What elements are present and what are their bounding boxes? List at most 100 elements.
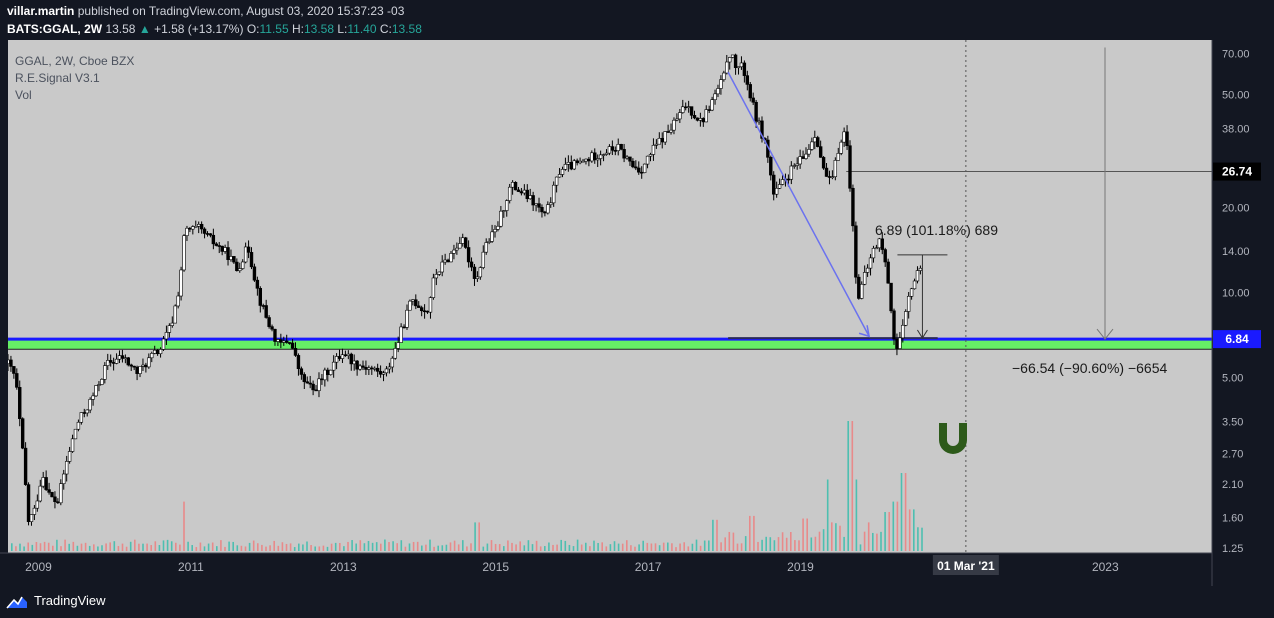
- volume-bar: [97, 546, 99, 551]
- candle-body: [370, 367, 374, 370]
- candle-body: [179, 269, 183, 297]
- candle-body: [463, 237, 468, 248]
- candle-body: [446, 259, 450, 263]
- volume-bar: [511, 542, 513, 551]
- volume-bar: [876, 533, 878, 551]
- candle-body: [287, 342, 292, 344]
- support-band: [8, 339, 1212, 350]
- candle-body: [901, 324, 905, 339]
- low-label: L:: [337, 22, 348, 36]
- candle-body: [349, 353, 353, 365]
- candle-body: [279, 339, 283, 343]
- volume-bar: [703, 540, 706, 551]
- candle-body: [792, 165, 796, 167]
- candle-body: [208, 233, 213, 236]
- volume-bar: [691, 543, 694, 551]
- candle-body: [543, 211, 547, 214]
- candle-body: [692, 115, 697, 119]
- volume-bar: [585, 542, 587, 551]
- volume-bar: [285, 543, 288, 551]
- candle-body: [97, 384, 101, 386]
- volume-bar: [806, 518, 808, 551]
- candle-body: [452, 249, 456, 254]
- candle-body: [129, 364, 133, 367]
- candle-body: [220, 245, 224, 252]
- price-tag-support: 6.84: [1213, 330, 1261, 349]
- candle-body: [331, 361, 336, 371]
- candle-body: [15, 373, 19, 388]
- volume-bar: [740, 543, 743, 551]
- volume-bar: [699, 545, 702, 551]
- candle-body: [461, 237, 465, 244]
- candle-body: [640, 171, 644, 174]
- volume-bar: [306, 541, 308, 551]
- volume-bar: [560, 539, 562, 551]
- volume-bar: [634, 546, 636, 551]
- legend-indicator-volume[interactable]: Vol: [15, 88, 32, 102]
- candle-body: [707, 109, 711, 111]
- candle-body: [414, 299, 418, 307]
- volume-bar: [826, 479, 829, 551]
- candle-body: [428, 297, 433, 313]
- candle-body: [728, 57, 732, 63]
- symbol-label[interactable]: BATS:GGAL, 2W: [7, 22, 103, 36]
- candle-body: [572, 160, 576, 170]
- volume-bar: [191, 545, 193, 551]
- volume-bar: [749, 515, 751, 551]
- volume-bar: [228, 541, 230, 551]
- volume-bar: [76, 545, 79, 551]
- publisher-username[interactable]: villar.martin: [7, 4, 75, 18]
- volume-bar: [859, 544, 862, 551]
- volume-bar: [257, 543, 259, 551]
- candle-body: [249, 252, 254, 268]
- candle-body: [634, 166, 638, 169]
- candle-body: [32, 507, 37, 515]
- volume-bar: [158, 544, 161, 551]
- volume-bar: [675, 547, 677, 551]
- volume-bar: [761, 539, 763, 551]
- volume-bar: [298, 543, 300, 551]
- plot-area: [8, 40, 1212, 553]
- candle-body: [625, 156, 629, 159]
- legend-indicator-resignal[interactable]: R.E.Signal V3.1: [15, 71, 100, 85]
- volume-bar: [19, 543, 21, 551]
- tradingview-brand[interactable]: TradingView: [34, 593, 106, 608]
- volume-bar: [847, 421, 849, 551]
- volume-bar: [125, 546, 128, 551]
- candle-body: [59, 483, 63, 504]
- volume-bar: [671, 543, 673, 551]
- candle-body: [909, 288, 914, 297]
- high-label: H:: [291, 22, 304, 36]
- candle-body: [830, 176, 835, 179]
- volume-bar: [617, 543, 620, 551]
- volume-bar: [183, 501, 185, 551]
- candle-body: [754, 101, 758, 122]
- price-chart[interactable]: 70.00 50.00 38.00 20.00 14.00 10.00 5.00 3.50 2.…: [0, 40, 1274, 586]
- candle-body: [598, 154, 603, 159]
- candle-body: [769, 157, 773, 176]
- volume-bar: [23, 546, 25, 551]
- candle-body: [813, 137, 817, 143]
- volume-bar: [322, 545, 325, 551]
- candle-body: [170, 322, 174, 326]
- volume-bar: [904, 473, 907, 551]
- candle-body: [82, 412, 86, 414]
- legend-main-series[interactable]: GGAL, 2W, Cboe BZX: [15, 54, 135, 68]
- volume-bar: [35, 541, 38, 551]
- volume-bar: [429, 539, 431, 551]
- y-tick-label: 5.00: [1222, 373, 1243, 385]
- candle-body: [816, 137, 820, 147]
- candle-body: [475, 276, 480, 279]
- candle-body: [622, 148, 626, 159]
- volume-bar: [261, 544, 263, 551]
- footer-bar: TradingView: [0, 586, 1274, 618]
- tradingview-logo-icon[interactable]: [6, 591, 28, 613]
- candle-body: [730, 54, 735, 58]
- volume-bar: [896, 501, 899, 551]
- volume-bar: [154, 541, 157, 551]
- candle-body: [871, 247, 876, 259]
- price-tag-26: 26.74: [1213, 162, 1261, 181]
- candle-body: [108, 360, 113, 363]
- volume-bar: [724, 537, 726, 551]
- candle-body: [290, 342, 295, 349]
